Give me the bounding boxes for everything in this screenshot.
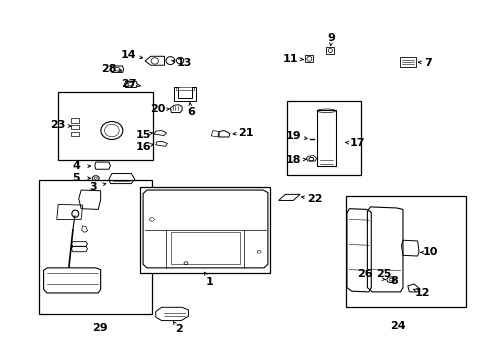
Text: 5: 5 xyxy=(72,173,80,183)
Text: 20: 20 xyxy=(150,104,165,114)
Bar xyxy=(39,180,152,315)
Text: 14: 14 xyxy=(121,50,137,60)
Text: 16: 16 xyxy=(136,141,151,152)
Text: 18: 18 xyxy=(285,155,301,165)
Text: 15: 15 xyxy=(136,130,151,140)
Text: 29: 29 xyxy=(92,323,107,333)
Text: 13: 13 xyxy=(176,58,191,68)
Text: 23: 23 xyxy=(50,121,66,130)
Bar xyxy=(71,118,79,123)
Text: 4: 4 xyxy=(72,161,80,171)
Text: 21: 21 xyxy=(238,128,253,138)
Text: 12: 12 xyxy=(414,288,429,298)
Bar xyxy=(71,125,79,130)
Text: 9: 9 xyxy=(327,33,335,43)
Text: 10: 10 xyxy=(422,247,438,257)
Text: 2: 2 xyxy=(174,324,182,334)
Text: 3: 3 xyxy=(89,182,97,192)
Text: 28: 28 xyxy=(101,64,117,74)
Bar xyxy=(287,101,360,175)
Bar xyxy=(345,196,466,307)
Text: 7: 7 xyxy=(424,58,431,68)
Bar xyxy=(71,132,79,136)
Text: 8: 8 xyxy=(390,276,398,286)
Text: 25: 25 xyxy=(375,269,390,279)
Text: 11: 11 xyxy=(283,54,298,64)
Text: 26: 26 xyxy=(357,269,372,279)
Text: 27: 27 xyxy=(121,79,136,89)
Text: 17: 17 xyxy=(349,139,365,148)
Text: 24: 24 xyxy=(389,321,405,331)
Text: 22: 22 xyxy=(307,194,322,204)
Bar xyxy=(140,187,270,273)
Text: 6: 6 xyxy=(186,107,194,117)
Bar xyxy=(58,92,153,160)
Text: 19: 19 xyxy=(285,131,301,141)
Text: 1: 1 xyxy=(205,277,213,287)
